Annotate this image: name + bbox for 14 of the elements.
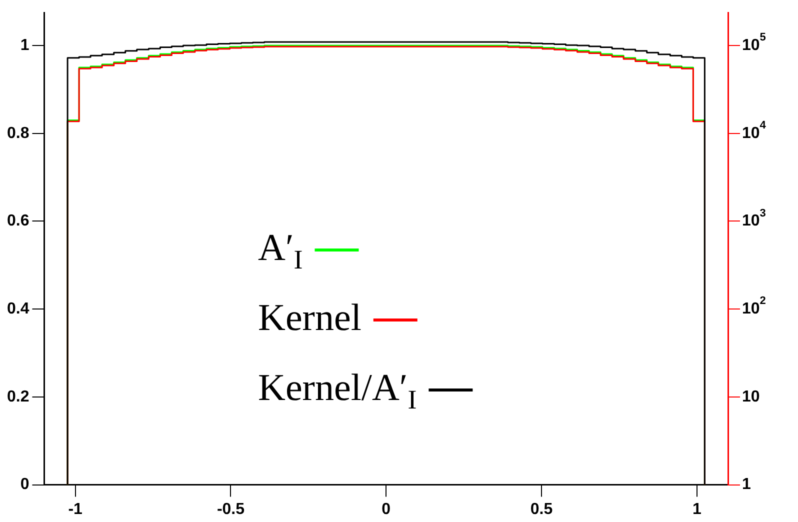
x-tick-label: -1 (68, 500, 83, 518)
y-tick-label: 0 (20, 476, 30, 494)
y-tick-label: 0.4 (6, 300, 30, 318)
y-tick-label: 0.6 (6, 212, 30, 230)
x-tick-label: 1 (692, 500, 702, 518)
x-tick-label: -0.5 (216, 500, 245, 518)
y-tick-label: 1 (20, 36, 30, 54)
y2-tick-label: 1 (742, 476, 751, 494)
y-tick-label: 0.8 (6, 124, 30, 142)
x-tick-label: 0 (382, 500, 391, 518)
y2-tick-label: 10 (742, 388, 760, 406)
legend-label: Kernel (258, 296, 362, 339)
x-tick-label: 0.5 (530, 500, 553, 518)
y-tick-label: 0.2 (6, 388, 30, 406)
